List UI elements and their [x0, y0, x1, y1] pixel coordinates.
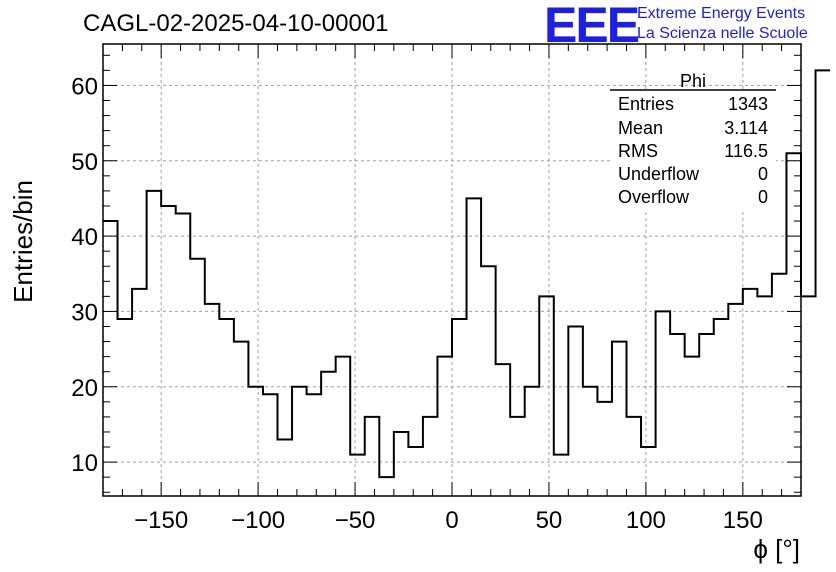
- chart-title: CAGL-02-2025-04-10-00001: [83, 10, 389, 37]
- y-tick-label-20: 20: [71, 375, 98, 402]
- y-tick-label-40: 40: [71, 224, 98, 251]
- x-tick-label-50: 50: [536, 507, 563, 534]
- x-tick-label--150: −150: [134, 507, 188, 534]
- stats-label-mean: Mean: [618, 118, 663, 138]
- x-tick-label--100: −100: [231, 507, 285, 534]
- logo-line-2: La Scienza nelle Scuole: [637, 25, 808, 42]
- y-tick-label-10: 10: [71, 450, 98, 477]
- y-tick-label-60: 60: [71, 73, 98, 100]
- tick-labels: −150 −100 −50 0 50 100 150 10 20 30 40 50 60: [71, 73, 763, 534]
- stats-title: Phi: [680, 71, 706, 91]
- grid-lines: [103, 44, 801, 496]
- logo-line-1: Extreme Energy Events: [637, 5, 806, 22]
- axis-ticks: [102, 44, 802, 496]
- stats-value-rms: 116.5: [724, 141, 768, 161]
- stats-box-bg: [610, 90, 776, 210]
- x-tick-label-0: 0: [445, 507, 458, 534]
- stats-label-underflow: Underflow: [618, 164, 700, 184]
- stats-value-underflow: 0: [758, 164, 768, 184]
- stats-label-overflow: Overflow: [618, 187, 690, 207]
- y-axis-label: Entries/bin: [8, 180, 38, 303]
- stats-label-entries: Entries: [618, 94, 674, 114]
- x-tick-label-150: 150: [723, 507, 763, 534]
- stats-value-overflow: 0: [758, 187, 768, 207]
- stats-value-entries: 1343: [728, 94, 768, 114]
- stats-value-mean: 3.114: [724, 118, 768, 138]
- x-tick-label-100: 100: [626, 507, 666, 534]
- x-tick-label--50: −50: [335, 507, 376, 534]
- stats-box: Phi Entries 1343 Mean 3.114 RMS 116.5 Un…: [610, 71, 776, 210]
- x-axis-label: ϕ [°]: [753, 534, 800, 564]
- y-tick-label-30: 30: [71, 299, 98, 326]
- y-tick-label-50: 50: [71, 149, 98, 176]
- stats-label-rms: RMS: [618, 141, 658, 161]
- histogram-line: [103, 69, 831, 479]
